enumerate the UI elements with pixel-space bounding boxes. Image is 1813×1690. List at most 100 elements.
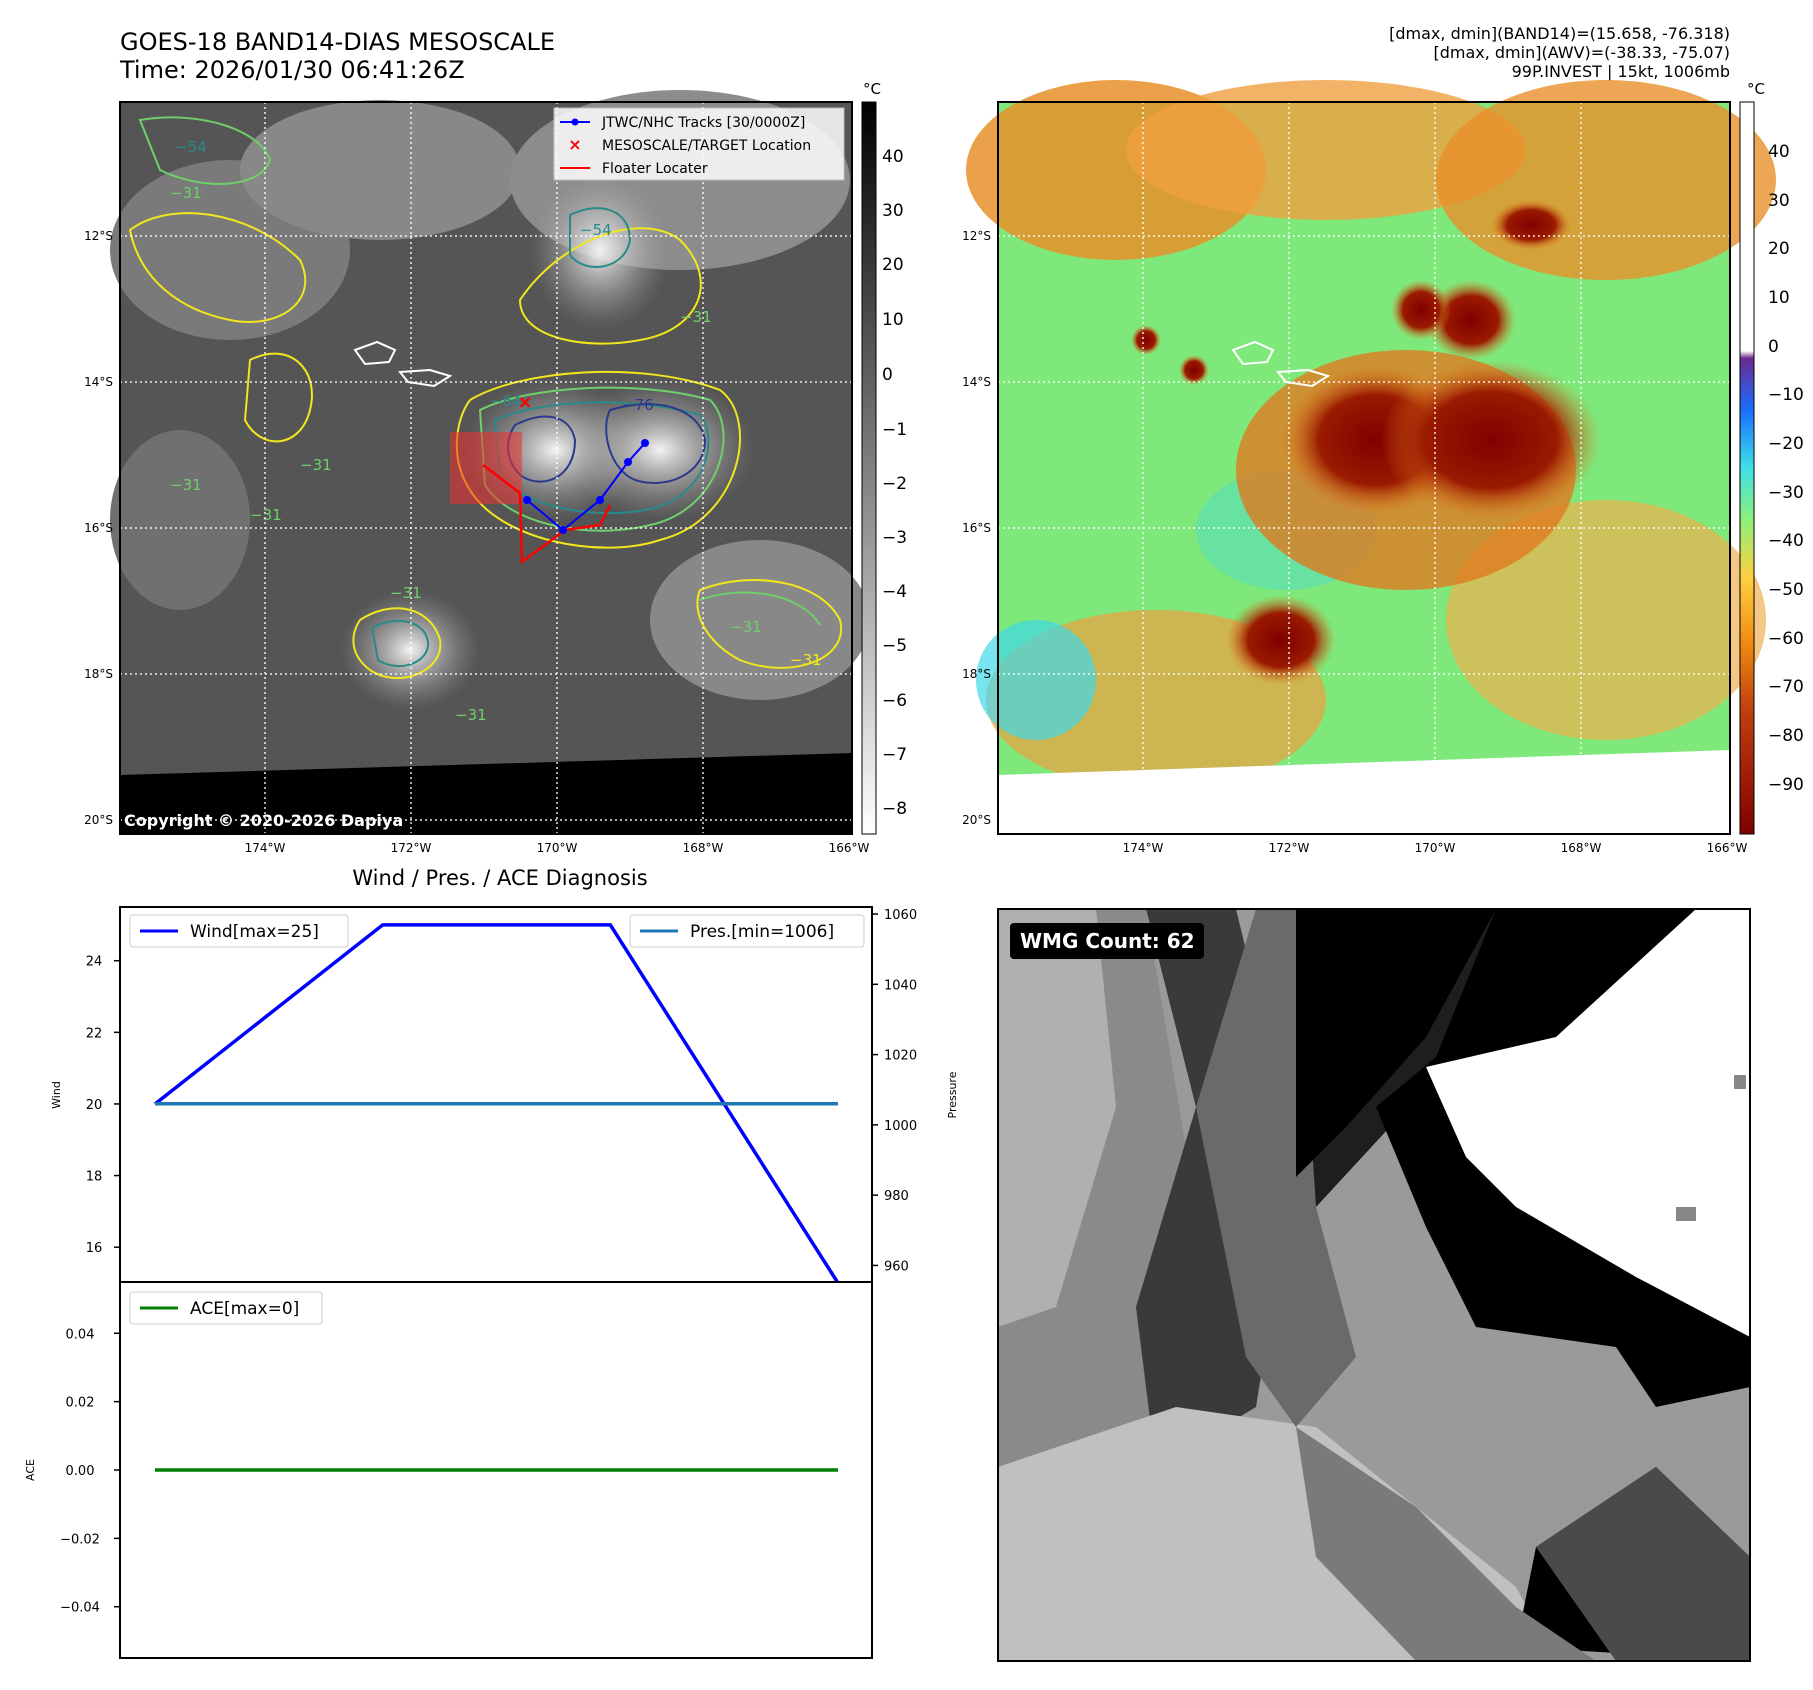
legend-floater-label: Floater Locater — [602, 161, 708, 177]
ace-tick-label: −0.04 — [60, 1601, 100, 1616]
pressure-y-axis: 960 980 1000 1020 1040 1060 — [872, 908, 917, 1274]
ir-map-frame — [119, 101, 853, 835]
colorbar-tick: 30 — [882, 201, 904, 221]
wind-pressure-lines — [153, 923, 840, 1284]
island-outline — [353, 340, 453, 388]
wind-tick-label: 18 — [86, 1170, 103, 1185]
colorbar-tick: 10 — [1768, 288, 1790, 308]
lat-label: 14°S — [962, 375, 991, 389]
lon-label: 170°W — [537, 841, 578, 855]
colorbar-tick: −80 — [882, 799, 906, 819]
wind-tick-label: 22 — [86, 1026, 103, 1041]
ir-lon-labels: 174°W 172°W 170°W 168°W 166°W — [245, 841, 870, 855]
contour-label: −31 — [300, 456, 332, 474]
awv-map-panel: 12°S 14°S 16°S 18°S 20°S 174°W 172°W 170… — [962, 80, 1804, 855]
lon-label: 174°W — [245, 841, 286, 855]
colorbar-tick: −60 — [1768, 629, 1804, 649]
wind-legend — [129, 914, 349, 948]
colorbar-tick: −40 — [882, 582, 906, 602]
wind-legend-label: Wind[max=25] — [190, 922, 319, 942]
colorbar-tick: −40 — [1768, 531, 1804, 551]
colorbar-tick: −30 — [882, 528, 906, 548]
lat-label: 12°S — [84, 229, 113, 243]
pressure-axis-label: Pressure — [946, 1071, 959, 1118]
ace-chart: 0.04 0.02 0.00 −0.02 −0.04 ACE ACE[max=0] — [24, 1281, 873, 1659]
ace-tick-label: 0.04 — [66, 1327, 95, 1342]
colorbar-tick: 0 — [1768, 337, 1779, 357]
ir-colorbar — [861, 101, 877, 835]
colorbar-tick: −50 — [882, 636, 906, 656]
contour-label: −31 — [730, 618, 762, 636]
ir-lat-labels: 12°S 14°S 16°S 18°S 20°S — [84, 229, 113, 827]
ace-legend-label: ACE[max=0] — [190, 1299, 299, 1319]
pressure-tick-label: 980 — [884, 1189, 909, 1204]
wind-y-axis: 16 18 20 22 24 — [86, 955, 120, 1256]
ace-legend — [129, 1291, 323, 1325]
track-points — [523, 439, 649, 534]
colorbar-tick: 0 — [882, 365, 893, 385]
diagnosis-title: Wind / Pres. / ACE Diagnosis — [352, 866, 648, 890]
colorbar-tick: −20 — [882, 474, 906, 494]
wmg-count-label: WMG Count: 62 — [1020, 929, 1195, 953]
colorbar-tick: 40 — [1768, 142, 1790, 162]
wind-tick-label: 16 — [86, 1241, 103, 1256]
lat-label: 18°S — [84, 667, 113, 681]
legend-target-label: MESOSCALE/TARGET Location — [602, 138, 811, 154]
colorbar-tick: 20 — [1768, 239, 1790, 259]
awv-colorbar-ticks: 40 30 20 10 0 −10 −20 −30 −40 −50 −60 −7… — [1768, 142, 1804, 795]
stats-info: [dmax, dmin](BAND14)=(15.658, -76.318) [… — [1389, 24, 1730, 81]
contour-label: −54 — [175, 138, 207, 156]
colorbar-tick: −20 — [1768, 434, 1804, 454]
chart-title: GOES-18 BAND14-DIAS MESOSCALE Time: 2026… — [120, 28, 555, 84]
awv-lat-labels: 12°S 14°S 16°S 18°S 20°S — [962, 229, 991, 827]
ir-grid — [120, 102, 852, 834]
awv-island-outline — [1231, 340, 1331, 388]
contour-label: −31 — [680, 308, 712, 326]
floater-locater-line — [482, 464, 612, 565]
colorbar-tick: −30 — [1768, 483, 1804, 503]
ace-tick-label: 0.00 — [66, 1464, 95, 1479]
awv-grid — [998, 102, 1730, 834]
title-line-2: Time: 2026/01/30 06:41:26Z — [120, 56, 465, 84]
wind-plot-frame — [119, 906, 873, 1284]
target-marker: × — [517, 392, 532, 413]
colorbar-tick: 10 — [882, 310, 904, 330]
awv-map-frame — [997, 101, 1731, 835]
colorbar-tick: −10 — [1768, 385, 1804, 405]
copyright-text: Copyright © 2020-2026 Dapiya — [124, 811, 403, 830]
contour-label: −54 — [580, 221, 612, 239]
ir-legend — [553, 107, 845, 181]
awv-lon-labels: 174°W 172°W 170°W 168°W 166°W — [1123, 841, 1748, 855]
colorbar-tick: −70 — [882, 745, 906, 765]
lat-label: 12°S — [962, 229, 991, 243]
pressure-tick-label: 960 — [884, 1259, 909, 1274]
info-line-3: 99P.INVEST | 15kt, 1006mb — [1511, 62, 1730, 81]
ir-contour-labels: −54 −31 −54 −31 −31 −31 −31 −31 −31 −64 … — [170, 138, 822, 724]
colorbar-tick: −60 — [882, 691, 906, 711]
colorbar-tick: 30 — [1768, 191, 1790, 211]
lon-label: 168°W — [1561, 841, 1602, 855]
wmg-frame — [997, 908, 1751, 1662]
pressure-legend-label: Pres.[min=1006] — [690, 922, 834, 942]
lat-label: 18°S — [962, 667, 991, 681]
lon-label: 168°W — [683, 841, 724, 855]
lon-label: 170°W — [1415, 841, 1456, 855]
awv-colorbar — [1739, 101, 1755, 835]
lon-label: 172°W — [391, 841, 432, 855]
info-line-1: [dmax, dmin](BAND14)=(15.658, -76.318) — [1389, 24, 1730, 43]
lon-label: 172°W — [1269, 841, 1310, 855]
lon-label: 174°W — [1123, 841, 1164, 855]
awv-no-data-area — [998, 750, 1730, 834]
wind-tick-label: 24 — [86, 955, 103, 970]
colorbar-tick: 20 — [882, 255, 904, 275]
awv-colorbar-unit: °C — [1747, 80, 1765, 98]
info-line-2: [dmax, dmin](AWV)=(-38.33, -75.07) — [1433, 43, 1730, 62]
no-data-area — [120, 753, 852, 834]
ace-tick-label: −0.02 — [60, 1532, 100, 1547]
contour-label: −31 — [790, 651, 822, 669]
lat-label: 20°S — [84, 813, 113, 827]
contour-label: −31 — [455, 706, 487, 724]
colorbar-tick: 40 — [882, 147, 904, 167]
pressure-tick-label: 1060 — [884, 908, 917, 923]
legend-track-label: JTWC/NHC Tracks [30/0000Z] — [601, 115, 805, 131]
